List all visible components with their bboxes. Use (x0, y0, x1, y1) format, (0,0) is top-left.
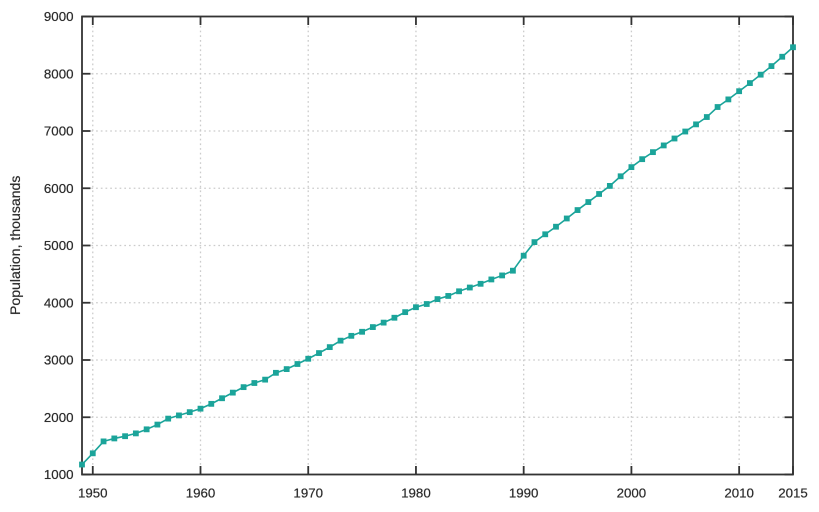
svg-text:6000: 6000 (44, 181, 74, 196)
svg-text:7000: 7000 (44, 124, 74, 139)
svg-text:1980: 1980 (401, 486, 431, 501)
svg-text:4000: 4000 (44, 295, 74, 310)
svg-text:2000: 2000 (44, 410, 74, 425)
svg-text:9000: 9000 (44, 9, 74, 24)
svg-text:3000: 3000 (44, 353, 74, 368)
svg-text:2000: 2000 (617, 486, 647, 501)
svg-text:5000: 5000 (44, 238, 74, 253)
svg-text:1950: 1950 (78, 486, 108, 501)
svg-text:Population, thousands: Population, thousands (7, 176, 23, 315)
svg-text:1000: 1000 (44, 467, 74, 482)
svg-text:2010: 2010 (724, 486, 754, 501)
svg-text:1960: 1960 (186, 486, 216, 501)
svg-text:1990: 1990 (509, 486, 539, 501)
svg-text:1970: 1970 (293, 486, 323, 501)
svg-text:8000: 8000 (44, 66, 74, 81)
svg-text:2015: 2015 (778, 486, 808, 501)
